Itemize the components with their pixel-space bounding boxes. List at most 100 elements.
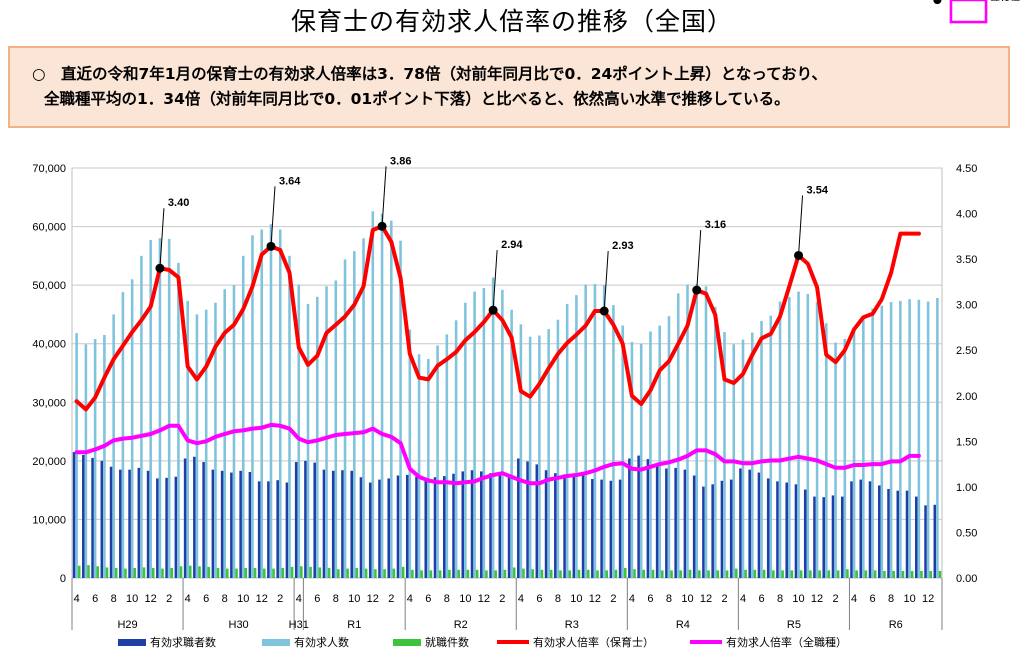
right-tick-label: 0.00 (956, 573, 977, 585)
bar-placements (188, 565, 192, 578)
month-tick-label: 6 (647, 593, 653, 605)
bar-applicants (526, 461, 529, 578)
bar-applicants (655, 466, 659, 578)
bar-applicants (803, 489, 807, 578)
annotation-label: 3.64 (279, 175, 301, 187)
bar-openings (362, 238, 365, 579)
bar-placements (161, 568, 164, 578)
bar-openings (278, 229, 282, 578)
annotation-leader (270, 186, 276, 247)
bar-placements (401, 566, 405, 578)
month-tick-label: 2 (721, 593, 727, 605)
bar-applicants (480, 471, 483, 578)
bar-openings (473, 291, 476, 578)
left-tick-label: 60,000 (32, 222, 66, 234)
bar-placements (790, 570, 794, 578)
bar-placements (938, 570, 942, 578)
bar-applicants (840, 496, 844, 578)
bar-openings (399, 240, 402, 578)
bar-openings (454, 320, 458, 578)
bar-placements (244, 568, 248, 578)
summary-line-1: ○ 直近の令和7年1月の保育士の有効求人倍率は3．78倍（対前年同月比で0．24… (32, 65, 827, 83)
month-tick-label: 10 (903, 593, 915, 605)
bar-openings (417, 354, 421, 578)
era-label: R2 (454, 619, 468, 631)
bar-placements (633, 569, 636, 578)
bar-applicants (452, 473, 455, 578)
month-tick-label: 12 (367, 593, 379, 605)
bar-placements (827, 570, 831, 578)
bar-applicants (563, 474, 566, 578)
page-title: 保育士の有効求人倍率の推移（全国） (290, 7, 733, 36)
bar-openings (269, 224, 273, 578)
bar-placements (105, 567, 109, 578)
bar-applicants (387, 478, 391, 578)
era-label: R4 (676, 619, 690, 631)
month-tick-label: 8 (555, 593, 561, 605)
end-value-all: 1.34 (958, 0, 980, 3)
legend-label: 就職件数 (425, 635, 469, 649)
bar-applicants (822, 497, 826, 578)
bar-applicants (554, 473, 557, 578)
bar-openings (501, 289, 504, 578)
bar-openings (741, 339, 745, 578)
bar-applicants (665, 468, 668, 578)
bar-openings (482, 288, 486, 578)
bar-applicants (359, 477, 363, 578)
bar-openings (538, 335, 541, 578)
month-tick-label: 6 (425, 593, 431, 605)
month-tick-label: 12 (811, 593, 823, 605)
bar-openings (843, 339, 847, 578)
bar-applicants (183, 458, 187, 578)
month-tick-label: 8 (333, 593, 339, 605)
bar-applicants (433, 477, 437, 578)
month-tick-label: 12 (478, 593, 490, 605)
summary-box: ○ 直近の令和7年1月の保育士の有効求人倍率は3．78倍（対前年同月比で0．24… (8, 46, 1010, 128)
bar-applicants (313, 462, 316, 578)
bar-openings (908, 299, 911, 578)
bar-applicants (729, 479, 733, 578)
left-tick-label: 10,000 (32, 514, 66, 526)
bar-placements (494, 570, 497, 578)
bar-openings (167, 238, 171, 578)
bar-placements (540, 569, 544, 578)
bar-openings (297, 284, 301, 578)
bar-placements (503, 569, 507, 578)
bar-placements (883, 570, 886, 578)
bar-openings (149, 240, 152, 579)
bar-openings (445, 334, 449, 578)
bar-placements (698, 570, 701, 578)
line-ratio-hoiku (74, 224, 921, 412)
bar-placements (170, 568, 174, 578)
bar-openings (750, 332, 754, 578)
bar-openings (371, 211, 375, 579)
bar-applicants (322, 469, 326, 578)
bar-applicants (720, 480, 724, 578)
annotation-leader (381, 166, 387, 227)
bar-applicants (785, 482, 789, 578)
bar-openings (427, 358, 430, 578)
bar-applicants (220, 470, 224, 578)
bar-placements (568, 570, 572, 578)
bar-applicants (378, 479, 381, 578)
bar-placements (864, 570, 868, 578)
month-tick-label: 8 (444, 593, 450, 605)
bar-placements (485, 570, 488, 578)
annotation-marker (692, 285, 702, 295)
bar-applicants (424, 477, 428, 578)
bar-placements (744, 569, 747, 578)
month-tick-label: 8 (888, 593, 894, 605)
bar-placements (466, 569, 470, 578)
bar-openings (889, 302, 893, 578)
bar-openings (214, 302, 217, 578)
bar-applicants (887, 488, 890, 578)
bar-placements (151, 568, 155, 578)
month-tick-label: 6 (758, 593, 764, 605)
bar-openings (334, 280, 338, 578)
bar-applicants (517, 458, 520, 578)
bar-placements (263, 568, 266, 578)
bar-placements (429, 570, 433, 578)
month-tick-label: 2 (277, 593, 283, 605)
bar-openings (575, 295, 578, 578)
